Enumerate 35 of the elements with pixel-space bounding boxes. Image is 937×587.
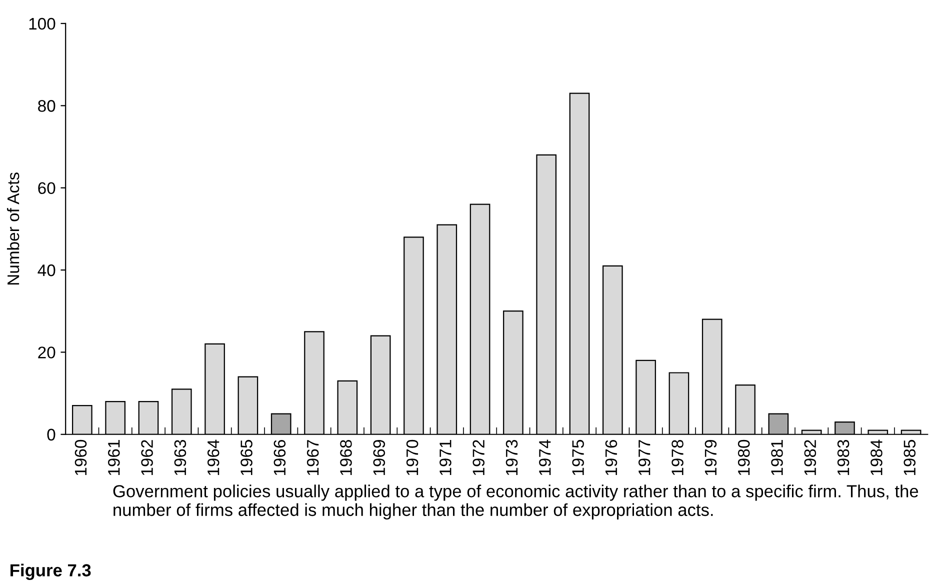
- x-tick-label: 1973: [506, 440, 518, 476]
- y-tick-label: 100: [29, 18, 56, 30]
- x-tick-label: 1985: [904, 440, 916, 476]
- x-tick-label: 1966: [274, 440, 286, 476]
- x-tick-label: 1984: [870, 440, 882, 476]
- x-tick-label: 1969: [373, 440, 386, 476]
- y-axis-title: Number of Acts: [6, 172, 20, 285]
- x-tick-label: 1968: [340, 440, 352, 476]
- y-tick-label: 80: [38, 100, 56, 112]
- x-tick-label: 1980: [738, 440, 750, 476]
- x-tick-label: 1982: [804, 440, 816, 476]
- x-tick-label: 1983: [837, 440, 850, 476]
- y-tick-label: 0: [47, 428, 56, 441]
- x-tick-label: 1964: [207, 440, 220, 476]
- x-tick-label: 1971: [440, 440, 452, 476]
- x-tick-label: 1963: [174, 440, 186, 476]
- x-tick-label: 1970: [406, 440, 418, 476]
- x-tick-label: 1975: [572, 440, 584, 476]
- x-tick-label: 1960: [74, 440, 87, 476]
- x-tick-label: 1979: [704, 440, 717, 476]
- y-tick-label: 60: [38, 182, 56, 194]
- x-tick-label: 1967: [306, 440, 319, 476]
- text: Government policies usually applied to a type of economic activity rather than to a specific firm. Thus, the number of firms affected is much higher than the number of expropriation acts.: [113, 484, 918, 520]
- x-tick-label: 1976: [605, 440, 618, 476]
- y-tick-label: 40: [38, 264, 56, 276]
- x-tick-label: 1977: [638, 440, 650, 476]
- y-tick-label: 20: [38, 346, 56, 358]
- caption: Figure 7.3: [10, 564, 91, 580]
- x-tick-label: 1981: [771, 440, 783, 476]
- x-tick-label: 1961: [108, 440, 120, 476]
- x-tick-label: 1965: [240, 440, 252, 476]
- x-tick-label: 1972: [472, 440, 485, 476]
- x-tick-label: 1962: [141, 440, 153, 476]
- x-tick-label: 1978: [672, 440, 684, 476]
- x-tick-label: 1974: [539, 440, 551, 476]
